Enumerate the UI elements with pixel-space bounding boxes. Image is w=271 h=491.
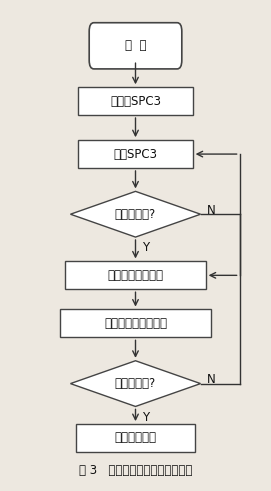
- Text: 图 3   通讯转换接口主程序流程图: 图 3 通讯转换接口主程序流程图: [79, 464, 192, 477]
- Polygon shape: [70, 361, 201, 407]
- Text: N: N: [207, 373, 216, 386]
- Text: 有输出数据?: 有输出数据?: [115, 208, 156, 221]
- FancyBboxPatch shape: [78, 140, 193, 168]
- Text: N: N: [207, 204, 216, 217]
- Text: 开  始: 开 始: [125, 39, 146, 53]
- Polygon shape: [70, 191, 201, 237]
- Text: 有外部诊断?: 有外部诊断?: [115, 377, 156, 390]
- FancyBboxPatch shape: [60, 309, 211, 337]
- Text: Y: Y: [142, 410, 150, 424]
- Text: Y: Y: [142, 241, 150, 254]
- FancyBboxPatch shape: [76, 424, 195, 452]
- Text: 输出数据到变频器: 输出数据到变频器: [108, 269, 163, 282]
- FancyBboxPatch shape: [89, 23, 182, 69]
- FancyBboxPatch shape: [78, 87, 193, 115]
- Text: 处理外部诊断: 处理外部诊断: [115, 432, 156, 444]
- Text: 初始化SPC3: 初始化SPC3: [110, 95, 161, 108]
- FancyBboxPatch shape: [65, 261, 206, 289]
- Text: 处理变频器输入数据: 处理变频器输入数据: [104, 317, 167, 330]
- Text: 启动SPC3: 启动SPC3: [114, 148, 157, 161]
